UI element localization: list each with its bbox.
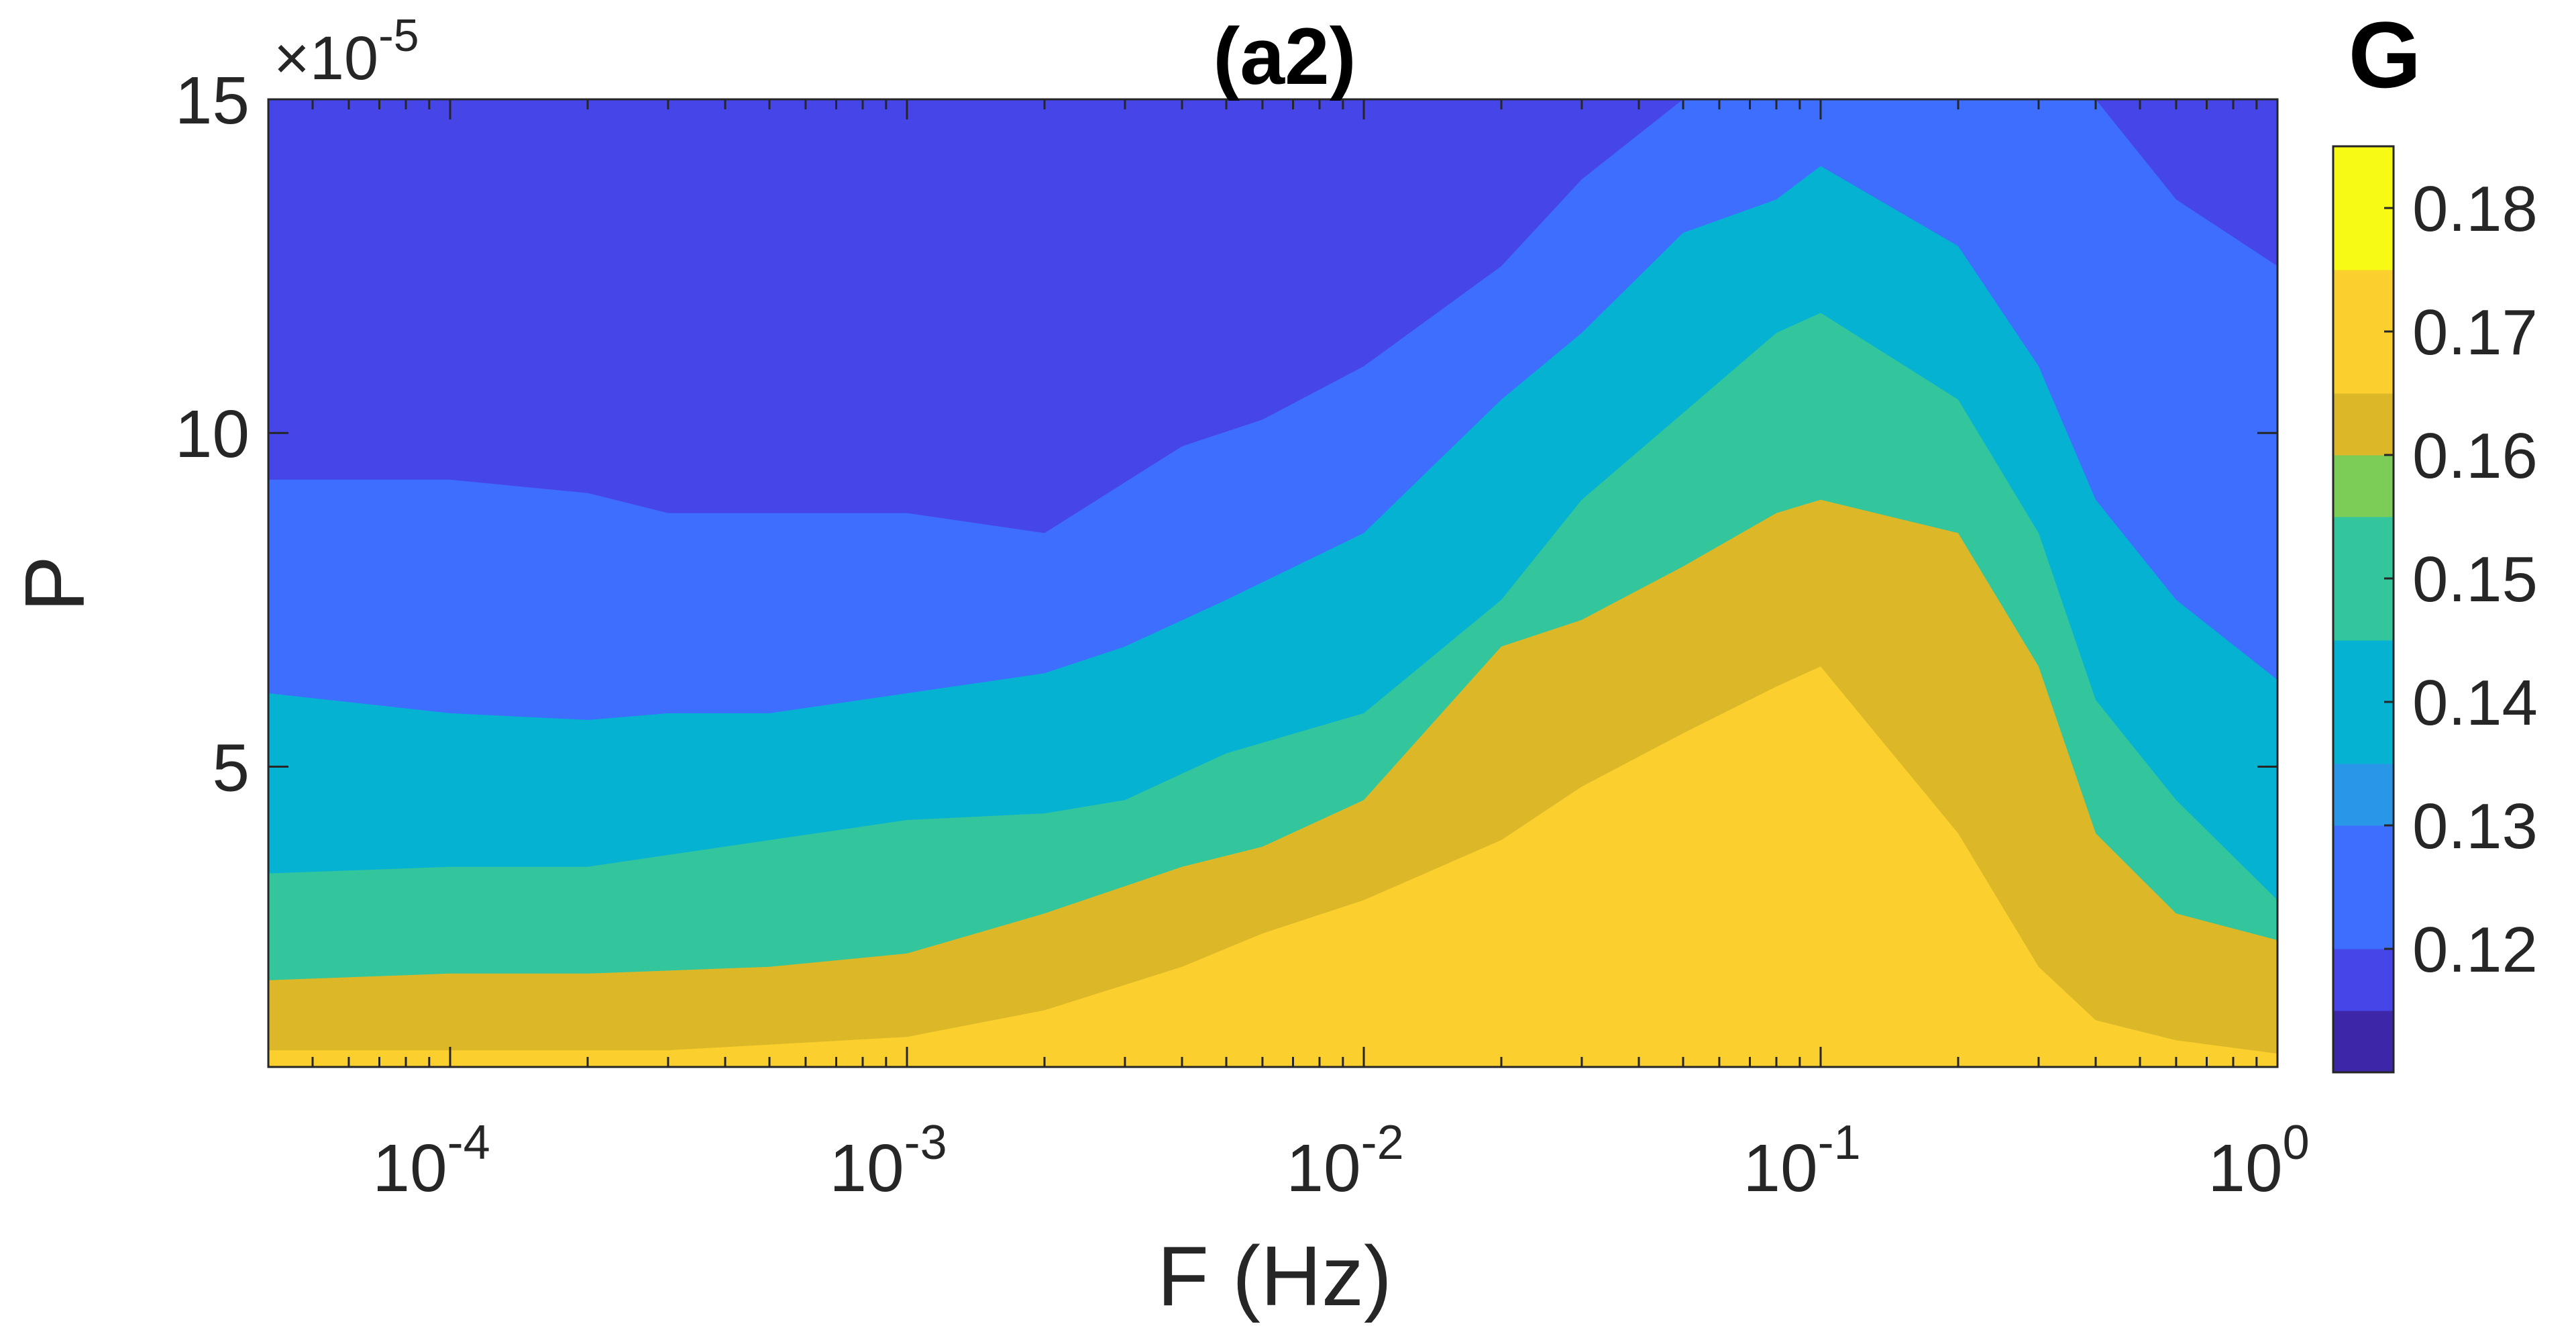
colorbar-tick-label: 0.14 — [2412, 667, 2538, 739]
colorbar-band-8 — [2333, 270, 2394, 394]
y-tick-label: 5 — [212, 730, 250, 805]
colorbar-title: G — [2349, 2, 2422, 107]
colorbar-band-4 — [2333, 640, 2394, 764]
colorbar-band-2 — [2333, 825, 2394, 950]
y-tick-label: 10 — [175, 397, 250, 472]
colorbar-tick-label: 0.18 — [2412, 173, 2538, 245]
axes-frame — [267, 98, 2279, 1068]
colorbar-band-1 — [2333, 949, 2394, 1011]
x-tick-label: 10-3 — [829, 1116, 947, 1206]
contour-band-5 — [268, 666, 2277, 1067]
colorbar-tick-label: 0.12 — [2412, 914, 2538, 986]
colorbar-tick-label: 0.17 — [2412, 297, 2538, 368]
y-axis-exponent-power: -5 — [378, 10, 419, 61]
x-tick-label: 10-4 — [372, 1116, 490, 1206]
colorbar-tick-label: 0.13 — [2412, 790, 2538, 862]
colorbar-tick-label: 0.16 — [2412, 420, 2538, 492]
colorbar: 0.12 0.13 0.14 0.15 0.16 0.17 0.18 — [2332, 145, 2538, 1074]
x-axis-label: F (Hz) — [1157, 1229, 1392, 1323]
colorbar-band-0 — [2333, 1011, 2394, 1073]
colorbar-tick-label: 0.15 — [2412, 544, 2538, 615]
plot-frame — [267, 98, 2279, 1068]
chart-title: (a2) — [1213, 11, 1356, 101]
y-axis: 5 10 15 — [175, 63, 2277, 805]
y-axis-exponent: ×10-5 — [274, 10, 419, 93]
y-axis-label: P — [7, 556, 102, 612]
plot-area — [268, 99, 2277, 1067]
x-axis: 10-4 10-3 10-2 10-1 100 — [267, 99, 2310, 1206]
colorbar-band-9 — [2333, 146, 2394, 270]
colorbar-band-5 — [2333, 517, 2394, 641]
colorbar-band-7 — [2333, 393, 2394, 456]
x-tick-label: 10-1 — [1743, 1116, 1860, 1206]
colorbar-band-6 — [2333, 455, 2394, 517]
colorbar-frame — [2332, 145, 2395, 1074]
y-tick-label: 15 — [175, 63, 250, 138]
y-axis-exponent-base: ×10 — [274, 24, 378, 93]
x-tick-label: 10-2 — [1286, 1116, 1403, 1206]
colorbar-band-3 — [2333, 764, 2394, 826]
x-tick-label: 100 — [2208, 1116, 2309, 1206]
